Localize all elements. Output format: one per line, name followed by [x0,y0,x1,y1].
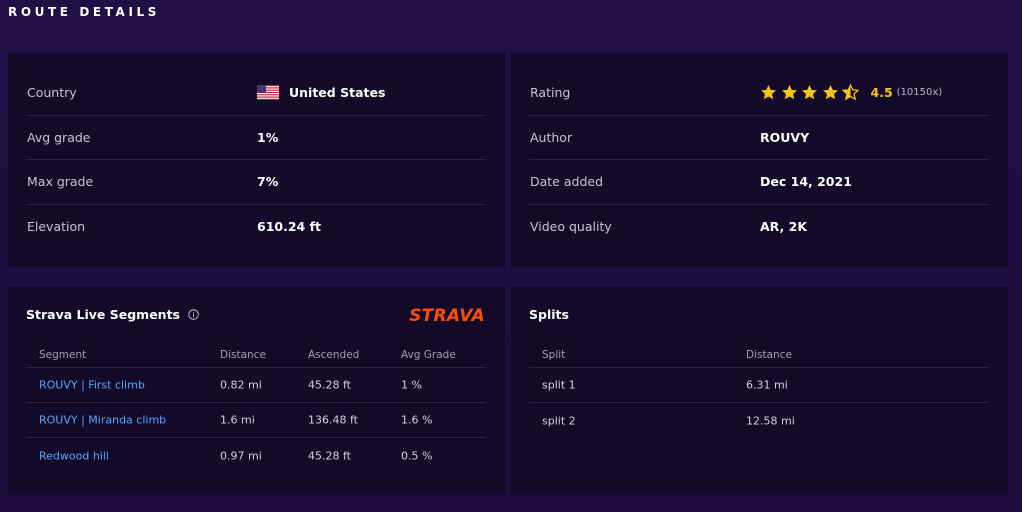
segment-grade: 1.6 % [401,413,433,427]
column-header: Split [542,349,566,361]
split-name: split 1 [542,378,576,392]
detail-row-country: Country United States [26,71,486,116]
column-header: Segment [39,349,87,361]
route-info-panel: Country United States [8,53,505,267]
column-header: Avg Grade [401,349,456,361]
table-header: Split Distance [529,343,989,368]
segment-grade: 1 % [401,378,422,392]
split-distance: 6.31 mi [746,378,788,392]
table-row: split 2 12.58 mi [529,403,989,438]
info-icon[interactable] [188,309,199,320]
column-header: Distance [746,349,792,361]
detail-row-date-added: Date added Dec 14, 2021 [529,160,989,205]
star-full-icon [802,85,817,100]
column-header: Distance [220,349,266,361]
star-full-icon [761,85,776,100]
segment-distance: 0.82 mi [220,378,262,392]
segment-distance: 1.6 mi [220,413,255,427]
table-row: Redwood hill 0.97 mi 45.28 ft 0.5 % [26,438,486,473]
segment-link[interactable]: Redwood hill [39,449,109,462]
section-title: ROUTE DETAILS [8,5,160,19]
table-row: split 1 6.31 mi [529,368,989,403]
detail-row-avg-grade: Avg grade 1% [26,116,486,160]
segment-ascended: 45.28 ft [308,378,351,392]
split-distance: 12.58 mi [746,414,795,427]
detail-label: Max grade [27,174,94,190]
detail-value: 7% [257,174,279,190]
detail-label: Date added [530,174,604,190]
table-header: Segment Distance Ascended Avg Grade [26,343,486,368]
segment-ascended: 45.28 ft [308,449,351,462]
strava-segments-table: Segment Distance Ascended Avg Grade ROUV… [26,343,486,473]
detail-value: Dec 14, 2021 [760,174,852,190]
detail-value: 610.24 ft [257,219,322,235]
detail-row-max-grade: Max grade 7% [26,160,486,205]
rating-value: 4.5 (10150x) [760,84,942,101]
detail-value: United States [257,85,386,101]
detail-label: Country [27,85,77,101]
country-name: United States [289,85,386,101]
table-row: ROUVY | Miranda climb 1.6 mi 136.48 ft 1… [26,403,486,438]
detail-label: Rating [530,85,571,101]
splits-table: Split Distance split 1 6.31 mi split 2 1… [529,343,989,438]
rating-number: 4.5 [870,85,893,101]
rating-count: (10150x) [896,87,943,99]
detail-value: AR, 2K [760,219,808,235]
table-row: ROUVY | First climb 0.82 mi 45.28 ft 1 % [26,368,486,403]
segment-link[interactable]: ROUVY | First climb [39,378,145,392]
us-flag-icon [257,85,279,101]
splits-panel-title: Splits [529,307,569,322]
detail-value: 1% [257,129,279,145]
star-full-icon [781,85,797,100]
route-meta-panel: Rating 4.5 (10150x) Author ROUVY Date ad… [511,53,1008,267]
detail-value: ROUVY [760,129,810,145]
detail-label: Elevation [27,219,86,235]
detail-label: Video quality [530,219,612,235]
segment-grade: 0.5 % [401,449,433,462]
strava-title-text: Strava Live Segments [26,307,180,322]
strava-panel-title: Strava Live Segments [26,307,199,322]
detail-row-elevation: Elevation 610.24 ft [26,205,486,250]
strava-logo: STRAVA [409,306,485,326]
detail-row-author: Author ROUVY [529,116,989,160]
split-name: split 2 [542,414,576,427]
star-full-icon [822,85,838,100]
segment-link[interactable]: ROUVY | Miranda climb [39,413,167,427]
column-header: Ascended [308,349,360,361]
segment-ascended: 136.48 ft [308,413,358,427]
splits-panel: Splits Split Distance split 1 6.31 mi sp… [511,287,1008,492]
detail-row-video-quality: Video quality AR, 2K [529,205,989,250]
detail-row-rating: Rating 4.5 (10150x) [529,71,989,116]
star-half-icon [842,84,859,101]
detail-label: Author [530,129,573,145]
strava-segments-panel: Strava Live Segments STRAVA Segment Dist… [8,287,505,492]
detail-label: Avg grade [27,129,91,145]
segment-distance: 0.97 mi [220,449,262,462]
rating-stars [760,84,863,101]
